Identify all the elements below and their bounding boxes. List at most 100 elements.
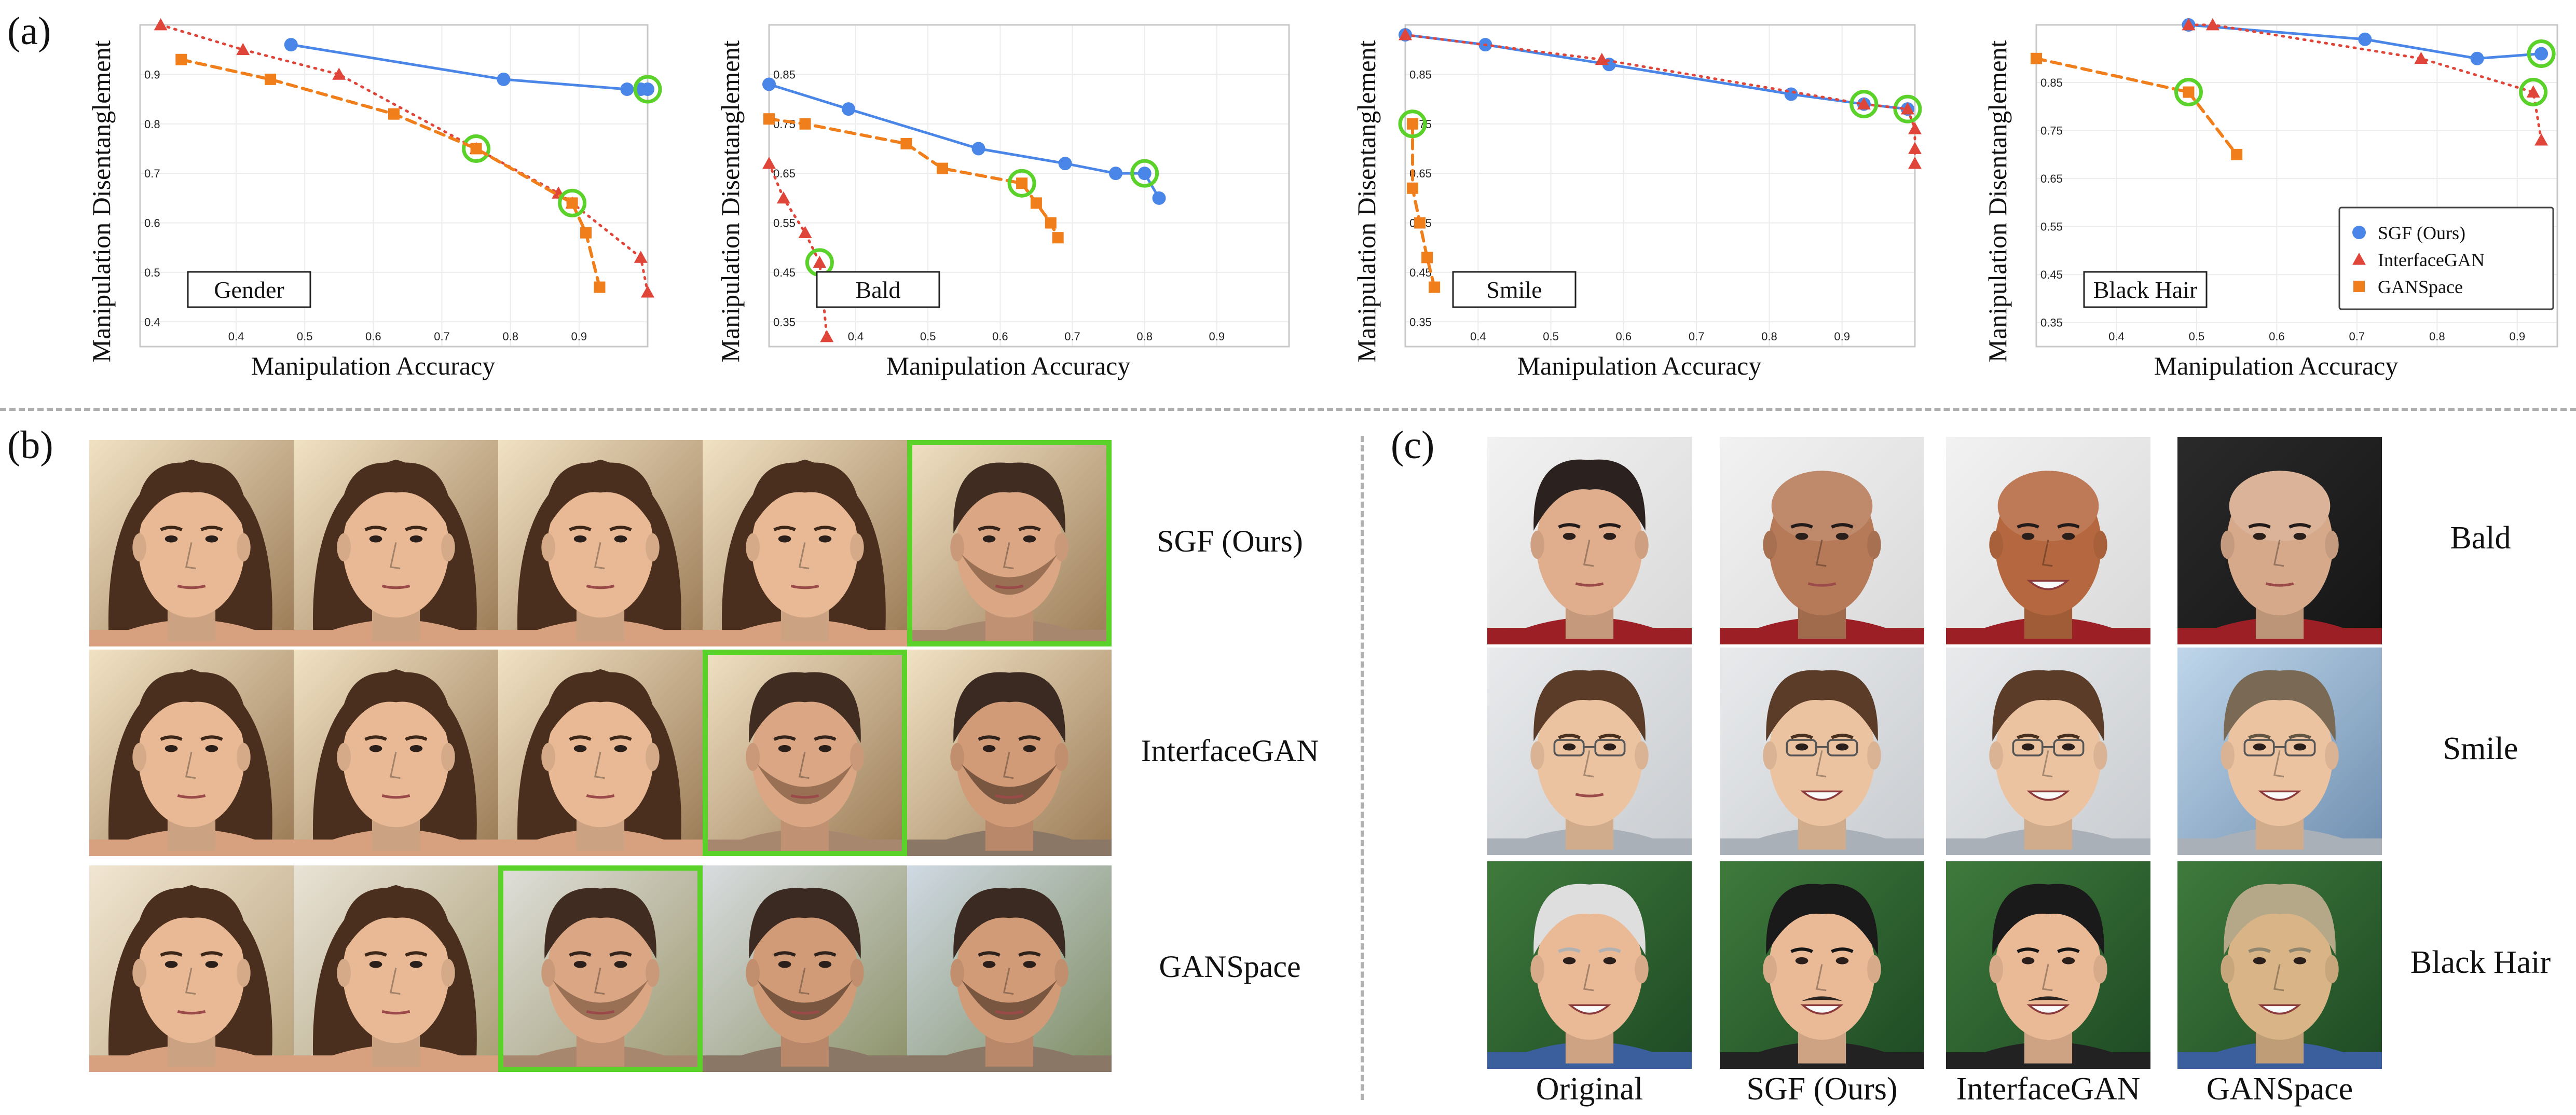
- attribute-label-box: [816, 271, 940, 308]
- method-label: GANSpace: [1159, 949, 1301, 984]
- data-point: [284, 38, 298, 52]
- horizontal-divider: [0, 408, 2576, 411]
- x-tick-label: 0.5: [920, 330, 936, 343]
- x-tick-label: 0.7: [1689, 330, 1705, 343]
- method-column-label: SGF (Ours): [1746, 1071, 1898, 1107]
- face-image: [1720, 437, 1924, 644]
- data-point: [971, 142, 985, 156]
- x-tick-label: 0.8: [2429, 330, 2445, 343]
- y-axis-title: Manipulation Disentanglement: [1352, 40, 1381, 363]
- legend-item: InterfaceGAN: [2378, 250, 2485, 270]
- face-image: [498, 650, 703, 856]
- face-image: [2177, 648, 2382, 855]
- face-image: [1946, 437, 2150, 644]
- data-point: [2231, 148, 2243, 160]
- data-point: [154, 18, 168, 31]
- x-axis-title: Manipulation Accuracy: [251, 351, 496, 380]
- attribute-label-box: [187, 271, 311, 308]
- highlight-ring: [2174, 78, 2203, 107]
- x-tick-label: 0.9: [1209, 330, 1225, 343]
- data-point: [641, 82, 654, 96]
- y-tick-label: 0.45: [1409, 266, 1432, 279]
- legend-marker: [2352, 226, 2366, 239]
- highlight-ring: [558, 188, 587, 217]
- series-line-ganspace: [2035, 57, 2239, 156]
- chart-frame: [768, 24, 1290, 348]
- x-tick-label: 0.5: [297, 330, 313, 343]
- panel-label-c: (c): [1391, 423, 1435, 467]
- data-point: [1030, 197, 1042, 209]
- y-tick-label: 0.4: [144, 315, 160, 328]
- data-point: [1052, 232, 1064, 244]
- y-tick-label: 0.45: [2040, 268, 2063, 281]
- y-tick-label: 0.65: [773, 167, 796, 180]
- y-tick-label: 0.85: [1409, 68, 1432, 81]
- data-point: [763, 113, 775, 125]
- attribute-label: Gender: [214, 277, 284, 303]
- attribute-row-label: Smile: [2443, 731, 2518, 766]
- data-point: [776, 191, 790, 204]
- legend-frame: [2338, 207, 2554, 310]
- y-axis-title: Manipulation Disentanglement: [716, 40, 745, 363]
- attribute-label: Smile: [1486, 277, 1542, 303]
- face-image: [703, 440, 907, 646]
- face-image: [498, 440, 703, 646]
- data-point: [1908, 122, 1922, 134]
- face-image: [907, 650, 1112, 856]
- y-tick-label: 0.35: [2040, 316, 2063, 329]
- face-image: [89, 440, 294, 646]
- attribute-label: Bald: [856, 277, 901, 303]
- data-point: [813, 255, 827, 268]
- highlight-ring: [1849, 90, 1879, 119]
- x-tick-label: 0.6: [992, 330, 1008, 343]
- data-point: [470, 143, 482, 155]
- data-point: [2534, 47, 2548, 61]
- highlight-ring: [1007, 169, 1036, 198]
- face-image: [1946, 648, 2150, 855]
- data-point: [1058, 157, 1072, 171]
- x-tick-label: 0.5: [1543, 330, 1559, 343]
- attribute-label-box: [2083, 271, 2208, 308]
- face-image: [2177, 861, 2382, 1069]
- y-tick-label: 0.6: [144, 217, 160, 230]
- data-point: [1407, 182, 1419, 194]
- highlight-ring: [1893, 94, 1922, 123]
- y-tick-label: 0.75: [2040, 125, 2063, 137]
- x-tick-label: 0.9: [2509, 330, 2525, 343]
- x-tick-label: 0.9: [571, 330, 587, 343]
- legend-marker: [2353, 281, 2365, 292]
- panel-label-a: (a): [7, 9, 51, 53]
- series-line-sgf-ours-: [290, 43, 649, 91]
- y-tick-label: 0.7: [144, 167, 160, 180]
- highlight-ring: [462, 134, 491, 163]
- data-point: [1109, 167, 1122, 181]
- x-tick-label: 0.8: [1761, 330, 1777, 343]
- y-tick-label: 0.55: [2040, 221, 2063, 233]
- legend-item: GANSpace: [2378, 277, 2463, 297]
- data-point: [2526, 85, 2540, 98]
- data-point: [1016, 177, 1028, 189]
- legend-marker: [2352, 253, 2366, 265]
- attribute-label: Black Hair: [2093, 277, 2198, 303]
- x-tick-label: 0.4: [1470, 330, 1486, 343]
- y-axis-title: Manipulation Disentanglement: [87, 40, 116, 363]
- face-image: [1487, 861, 1692, 1069]
- data-point: [2534, 133, 2548, 146]
- x-tick-label: 0.6: [2269, 330, 2285, 343]
- data-point: [2183, 86, 2195, 98]
- face-image: [1487, 648, 1692, 855]
- data-point: [1429, 281, 1441, 293]
- y-tick-label: 0.65: [2040, 172, 2063, 185]
- attribute-row-label: Black Hair: [2410, 945, 2551, 980]
- face-image: [294, 650, 498, 856]
- face-image: [1720, 648, 1924, 855]
- data-point: [1857, 97, 1871, 110]
- data-point: [842, 102, 856, 116]
- data-point: [236, 43, 250, 56]
- data-point: [1421, 252, 1433, 264]
- y-tick-label: 0.35: [773, 315, 796, 328]
- face-image: [1487, 437, 1692, 644]
- x-tick-label: 0.4: [2108, 330, 2125, 343]
- x-tick-label: 0.7: [434, 330, 450, 343]
- series-line-sgf-ours-: [768, 82, 1160, 200]
